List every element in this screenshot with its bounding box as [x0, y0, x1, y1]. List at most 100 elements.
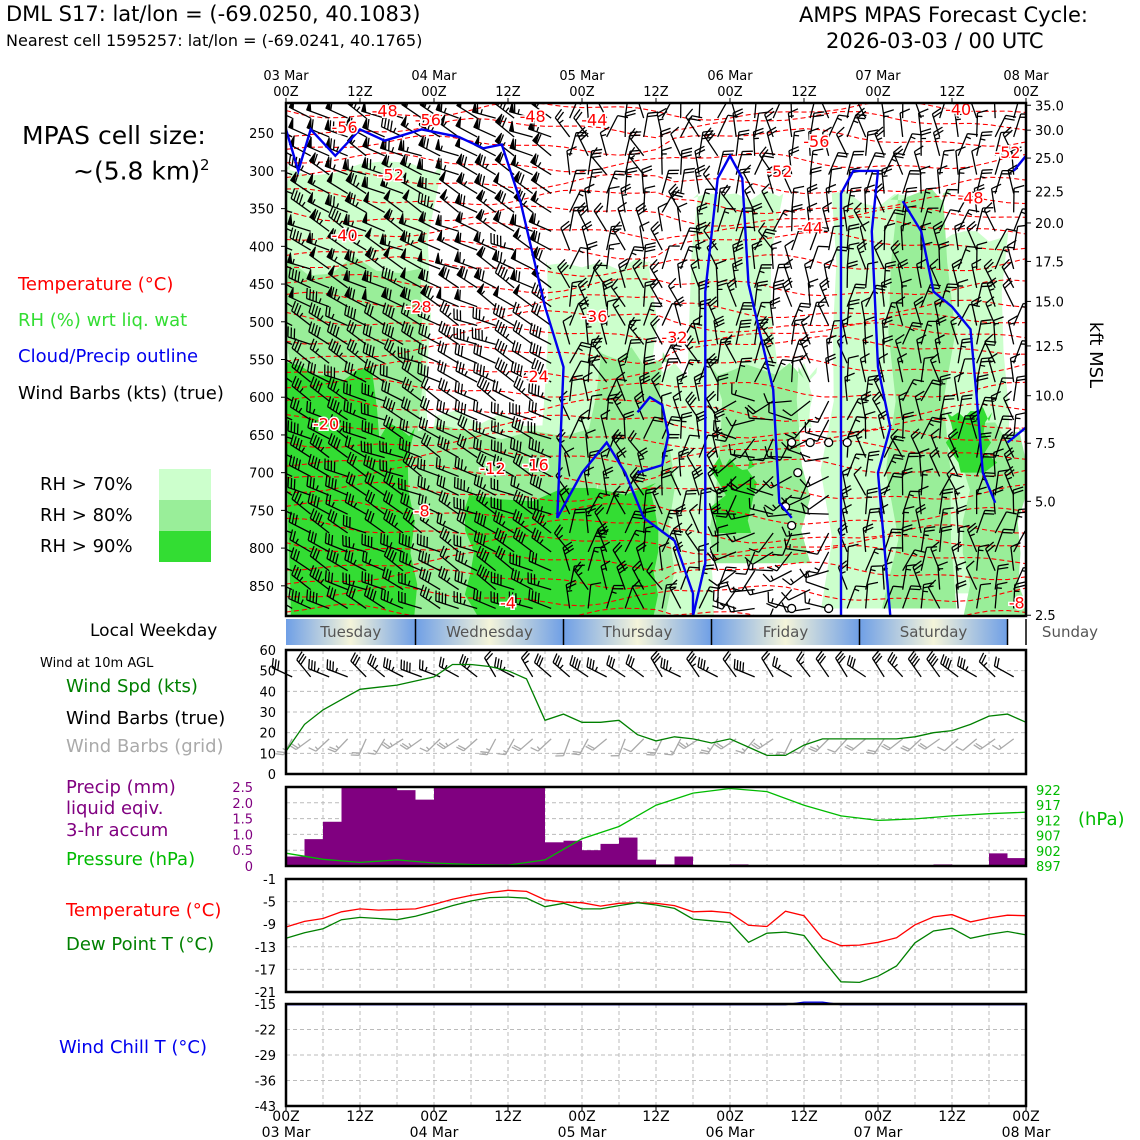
wind-barb — [585, 315, 597, 345]
wind-barb — [994, 228, 1018, 251]
wind-barb — [456, 738, 478, 752]
wind-barb — [309, 545, 330, 572]
wind-barb — [379, 233, 404, 251]
precip-bar — [637, 859, 656, 866]
cloud-outline — [691, 153, 793, 616]
temperature-contour — [286, 254, 1026, 277]
wind-barb — [623, 410, 635, 439]
wind-barb — [305, 287, 330, 308]
wind-barb — [649, 277, 663, 308]
wind-barb — [735, 738, 756, 754]
wind-barb — [1001, 258, 1015, 289]
temperature-contour — [286, 561, 1026, 590]
wind-barb — [437, 435, 459, 459]
wind-barb — [685, 108, 700, 138]
wind-barb — [473, 511, 496, 534]
weekday-strip: Tuesday Wednesday Thursday Friday Saturday Su… — [286, 619, 1098, 645]
wind-barb — [902, 411, 914, 439]
wind-barb — [781, 164, 793, 194]
wind-barb — [600, 315, 611, 345]
wind-barb — [439, 545, 460, 572]
wind-barb — [497, 738, 515, 756]
wind-barb — [612, 221, 626, 251]
top-date-label: 04 Mar — [411, 69, 457, 84]
top-time-label: 12Z — [791, 85, 817, 100]
wind-barb — [571, 738, 589, 756]
wind-barb — [476, 451, 497, 477]
kft-tick-label: 10.0 — [1035, 390, 1064, 405]
wind-barb — [764, 446, 792, 459]
wind-barb — [490, 571, 515, 591]
wind-barb — [345, 227, 367, 251]
wind-barb — [902, 103, 904, 119]
wind-barb — [473, 172, 496, 195]
wind-barb — [680, 115, 703, 138]
wind-barb — [326, 396, 349, 421]
wind-barb — [707, 526, 737, 537]
wind-barb — [528, 550, 552, 572]
wind-barb — [494, 545, 515, 572]
wind-barb — [990, 183, 1002, 213]
bottom-time-label: 12Z — [642, 1109, 669, 1125]
wind-barb — [650, 371, 663, 402]
wind-barb — [527, 421, 552, 440]
top-date-label: 07 Mar — [855, 69, 901, 84]
wind-barb — [694, 164, 706, 194]
pressure-ytick-label: 922 — [1036, 784, 1061, 799]
calm-circle — [787, 520, 797, 531]
wind-barb — [510, 568, 533, 591]
wind-barb — [625, 654, 645, 678]
wind-barb — [306, 232, 330, 251]
wind-barb — [361, 288, 385, 308]
wind-barb — [725, 509, 755, 520]
wind-barb — [600, 541, 611, 571]
wind-barb — [696, 202, 708, 232]
wind-barb — [416, 158, 441, 176]
wind-barb — [593, 202, 608, 232]
wind-barb — [363, 191, 385, 213]
wind-barb — [344, 116, 367, 138]
temperature-contour-label: -20 — [313, 415, 339, 434]
pressure-ytick-label: 912 — [1036, 814, 1061, 829]
wind-barb — [476, 283, 497, 308]
wind-barb — [890, 240, 904, 270]
wind-barb — [418, 416, 441, 440]
temperature-contour-label: -4 — [500, 593, 516, 612]
wind-barb — [782, 400, 811, 417]
wind-barb — [324, 475, 348, 496]
wind-barb — [976, 582, 992, 609]
panel-frame — [284, 877, 1028, 994]
wind-barb — [939, 103, 946, 119]
wind-barb — [628, 146, 645, 176]
wind-barb — [629, 466, 645, 496]
wind-barb — [379, 440, 404, 459]
precip-ytick-label: 2.5 — [232, 781, 253, 796]
wind-barb — [600, 409, 611, 439]
legend-cloud: Cloud/Precip outline — [18, 346, 199, 367]
wind-barb — [612, 541, 626, 572]
wind-barb — [307, 529, 330, 553]
wind-barb — [554, 108, 571, 138]
wind-barb — [327, 509, 349, 534]
temp-ytick-label: -5 — [263, 896, 276, 911]
cloud-outline — [1012, 155, 1026, 172]
temperature-contour-label: -44 — [797, 219, 823, 238]
wind-barb — [436, 474, 459, 496]
wind-barb — [631, 579, 645, 609]
pressure-tick-label: 400 — [249, 240, 274, 255]
bottom-date-label: 08 Mar — [1002, 1125, 1051, 1140]
wind-barb — [680, 411, 693, 439]
wind-barb — [286, 227, 293, 232]
wind-barb — [650, 221, 663, 251]
wind-barb — [362, 323, 385, 345]
wind-barb — [479, 738, 497, 756]
wind-barb — [382, 414, 404, 440]
calm-circle — [824, 437, 834, 448]
wind-barb — [585, 504, 597, 534]
wind-barb — [746, 559, 774, 572]
wind-barb — [946, 466, 959, 496]
wind-barb — [898, 391, 909, 420]
wind-barb — [399, 738, 423, 750]
wind-barb — [717, 103, 738, 119]
wind-barb — [306, 589, 330, 610]
